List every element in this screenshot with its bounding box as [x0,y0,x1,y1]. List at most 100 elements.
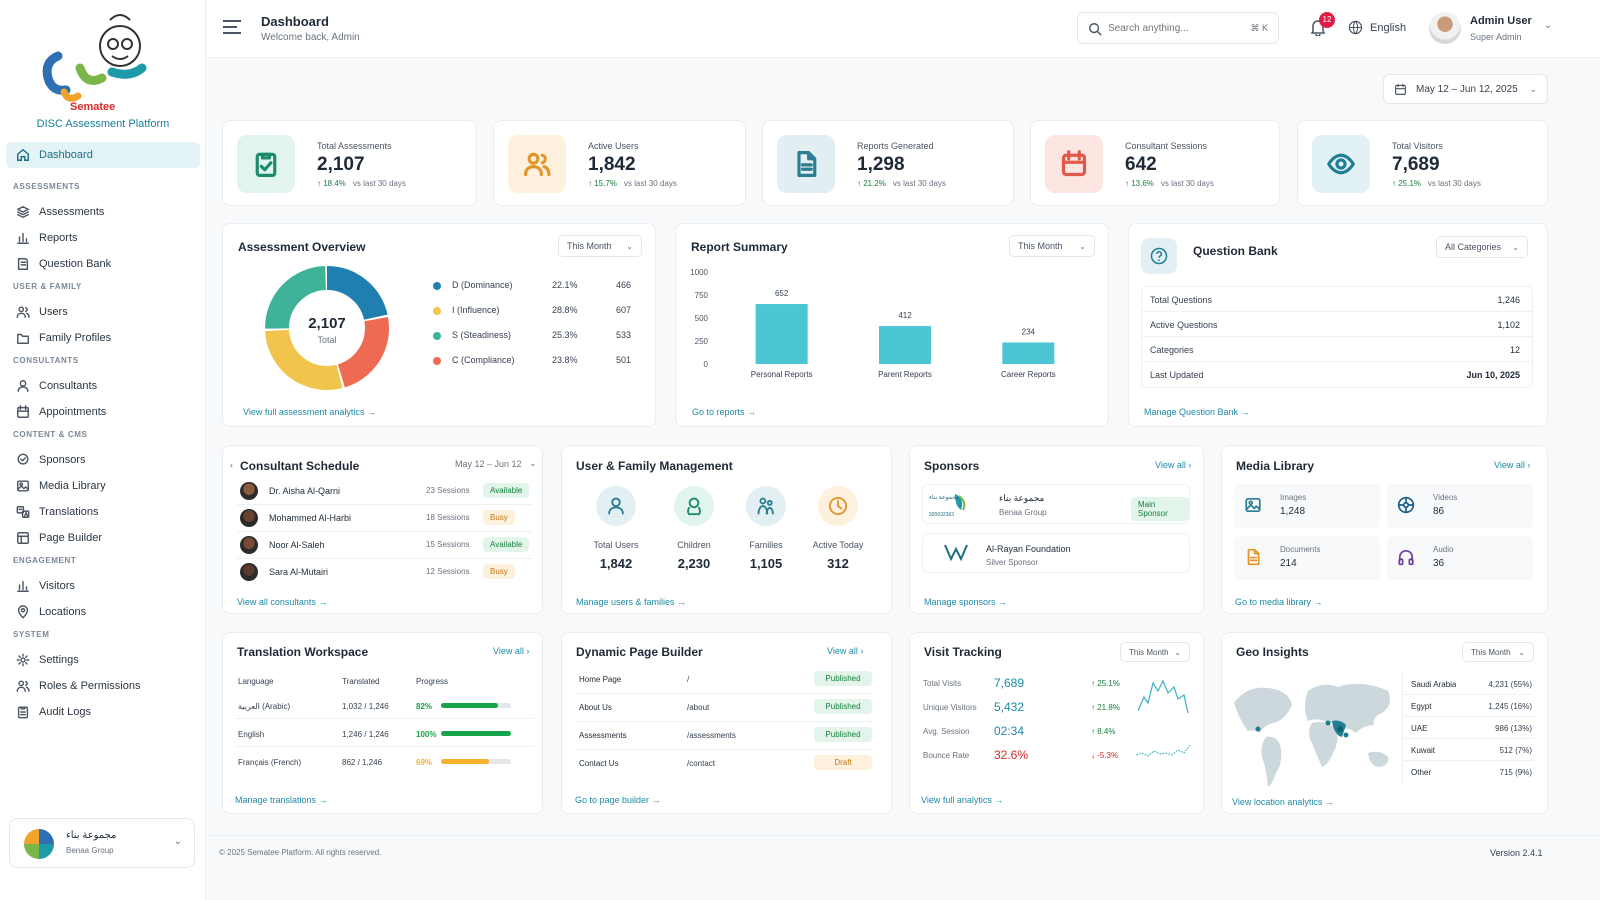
bar-value-label: 234 [1022,327,1036,336]
manage-translations-link[interactable]: Manage translations → [235,795,328,805]
ufm-stat[interactable]: Children 2,230 [650,486,738,576]
user-role: Super Admin [1470,32,1522,42]
ufm-stat[interactable]: Active Today 312 [794,486,882,576]
go-to-media-library-link[interactable]: Go to media library → [1235,597,1323,607]
consultant-row[interactable]: Mohammed Al-Harbi 18 Sessions Busy [237,505,533,532]
view-full-analytics-link[interactable]: View full analytics → [921,795,1004,805]
notification-button[interactable]: 12 [1310,12,1335,40]
translation-row[interactable]: Français (French) 862 / 1,246 69% [235,747,535,775]
stat-card[interactable]: Active Users 1,842 ↑ 15.7% vs last 30 day… [493,120,746,206]
brand-logo[interactable]: Sematee DISC Assessment Platform [0,6,206,134]
search-box[interactable]: ⌘ K [1077,12,1279,44]
sidebar-item-reports[interactable]: Reports [6,225,200,251]
page-row[interactable]: Contact Us /contact Draft [574,750,874,778]
category-select[interactable]: All Categories ⌄ [1436,236,1528,258]
manage-question-bank-link[interactable]: Manage Question Bank → [1144,407,1250,417]
sidebar-item-sponsors[interactable]: Sponsors [6,447,200,473]
sponsor-row[interactable]: مجموعة بناء 920032363 مجموعة بناء Benaa … [922,484,1190,524]
ufm-stat[interactable]: Total Users 1,842 [572,486,660,576]
media-tile[interactable]: Images 1,248 [1234,484,1380,528]
calendar-icon [1045,135,1103,193]
date-range-picker[interactable]: May 12 – Jun 12, 2025 ⌄ [1383,74,1548,104]
column-header: Translated [342,677,380,686]
bounce-sparkline [1136,744,1191,757]
period-select[interactable]: This Month ⌄ [1462,642,1534,662]
manage-sponsors-link[interactable]: Manage sponsors → [924,597,1008,607]
donut-slice-i[interactable] [265,266,389,390]
sidebar-item-visitors[interactable]: Visitors [6,573,200,599]
stat-card[interactable]: Consultant Sessions 642 ↑ 13.6% vs last 3… [1030,120,1280,206]
row-value: 1,246 [1497,295,1520,305]
sidebar-item-appointments[interactable]: Appointments [6,399,200,425]
chevron-down-icon[interactable]: ⌄ [1544,20,1553,31]
page-row[interactable]: Home Page / Published [574,666,874,694]
view-all-consultants-link[interactable]: View all consultants → [237,597,328,607]
period-select[interactable]: This Month ⌄ [1120,642,1190,662]
sidebar-item-question-bank[interactable]: Question Bank [6,251,200,277]
sidebar-item-page-builder[interactable]: Page Builder [6,525,200,551]
page-name: Home Page [579,675,622,684]
view-location-analytics-link[interactable]: View location analytics → [1232,797,1334,807]
sidebar-item-users[interactable]: Users [6,299,200,325]
image-icon [1244,496,1262,517]
translation-row[interactable]: العربية (Arabic) 1,032 / 1,246 82% [235,691,535,719]
bar-parent-reports[interactable] [879,326,931,364]
donut-slice-d[interactable] [265,266,389,390]
sidebar-item-translations[interactable]: Translations [6,499,200,525]
sidebar-item-dashboard[interactable]: Dashboard [6,142,200,168]
translation-row[interactable]: English 1,246 / 1,246 100% [235,719,535,747]
go-to-page-builder-link[interactable]: Go to page builder → [575,795,661,805]
manage-users-families-link[interactable]: Manage users & families → [576,597,687,607]
consultant-row[interactable]: Sara Al-Mutairi 12 Sessions Busy [237,559,533,586]
sidebar-section-title: CONTENT & CMS [13,430,88,439]
translated-count: 1,246 / 1,246 [342,730,389,739]
sidebar-section-title: ASSESSMENTS [13,182,81,191]
period-select[interactable]: This Month ⌄ [558,235,642,257]
sidebar-item-consultants[interactable]: Consultants [6,373,200,399]
period-select[interactable]: This Month ⌄ [1009,235,1095,257]
view-all-translations-link[interactable]: View all › [493,646,530,656]
stat-card[interactable]: Total Assessments 2,107 ↑ 18.4% vs last 3… [222,120,477,206]
page-row[interactable]: About Us /about Published [574,694,874,722]
sidebar-item-roles-permissions[interactable]: Roles & Permissions [6,673,200,699]
sidebar-item-locations[interactable]: Locations [6,599,200,625]
sidebar-item-assessments[interactable]: Assessments [6,199,200,225]
sidebar-item-audit-logs[interactable]: Audit Logs [6,699,200,725]
sidebar-item-media-library[interactable]: Media Library [6,473,200,499]
view-all-sponsors-link[interactable]: View all › [1155,460,1192,470]
consultant-row[interactable]: Dr. Aisha Al-Qarni 23 Sessions Available [237,478,533,505]
view-all-pages-link[interactable]: View all › [827,646,864,656]
ufm-stat[interactable]: Families 1,105 [722,486,810,576]
donut-slice-s[interactable] [265,266,389,390]
sponsor-row[interactable]: Al-Rayan Foundation Silver Sponsor [922,533,1190,573]
sidebar-item-settings[interactable]: Settings [6,647,200,673]
view-all-media-link[interactable]: View all › [1494,460,1531,470]
sidebar-item-family-profiles[interactable]: Family Profiles [6,325,200,351]
country-name: Kuwait [1411,746,1436,755]
consultant-row[interactable]: Noor Al-Saleh 15 Sessions Available [237,532,533,559]
search-input[interactable] [1108,19,1238,37]
bar-personal-reports[interactable] [755,304,808,364]
organization-switcher[interactable]: مجموعة بناء Benaa Group ⌄ [9,818,195,868]
media-tile[interactable]: Documents 214 [1234,536,1380,580]
media-count: 214 [1280,558,1297,569]
card-title: Sponsors [924,459,980,473]
media-tile[interactable]: Audio 36 [1387,536,1533,580]
stat-card[interactable]: Reports Generated 1,298 ↑ 21.2% vs last 3… [762,120,1014,206]
avatar[interactable] [1429,12,1461,44]
page-row[interactable]: Assessments /assessments Published [574,722,874,750]
language-switcher[interactable]: English [1348,20,1406,35]
status-badge: Published [814,727,872,742]
go-to-reports-link[interactable]: Go to reports → [692,407,757,417]
bar-career-reports[interactable] [1002,342,1055,364]
donut-slice-c[interactable] [265,266,389,390]
view-assessment-analytics-link[interactable]: View full assessment analytics → [243,407,376,417]
language-name: العربية (Arabic) [238,702,291,711]
language-name: English [238,730,265,739]
chevron-left-icon[interactable]: ‹ [230,460,233,470]
media-tile[interactable]: Videos 86 [1387,484,1533,528]
menu-toggle-icon[interactable] [223,20,241,34]
chevron-down-icon[interactable]: ⌄ [529,458,537,468]
stat-card[interactable]: Total Visitors 7,689 ↑ 25.1% vs last 30 d… [1297,120,1548,206]
schedule-range[interactable]: May 12 – Jun 12 [455,459,522,469]
